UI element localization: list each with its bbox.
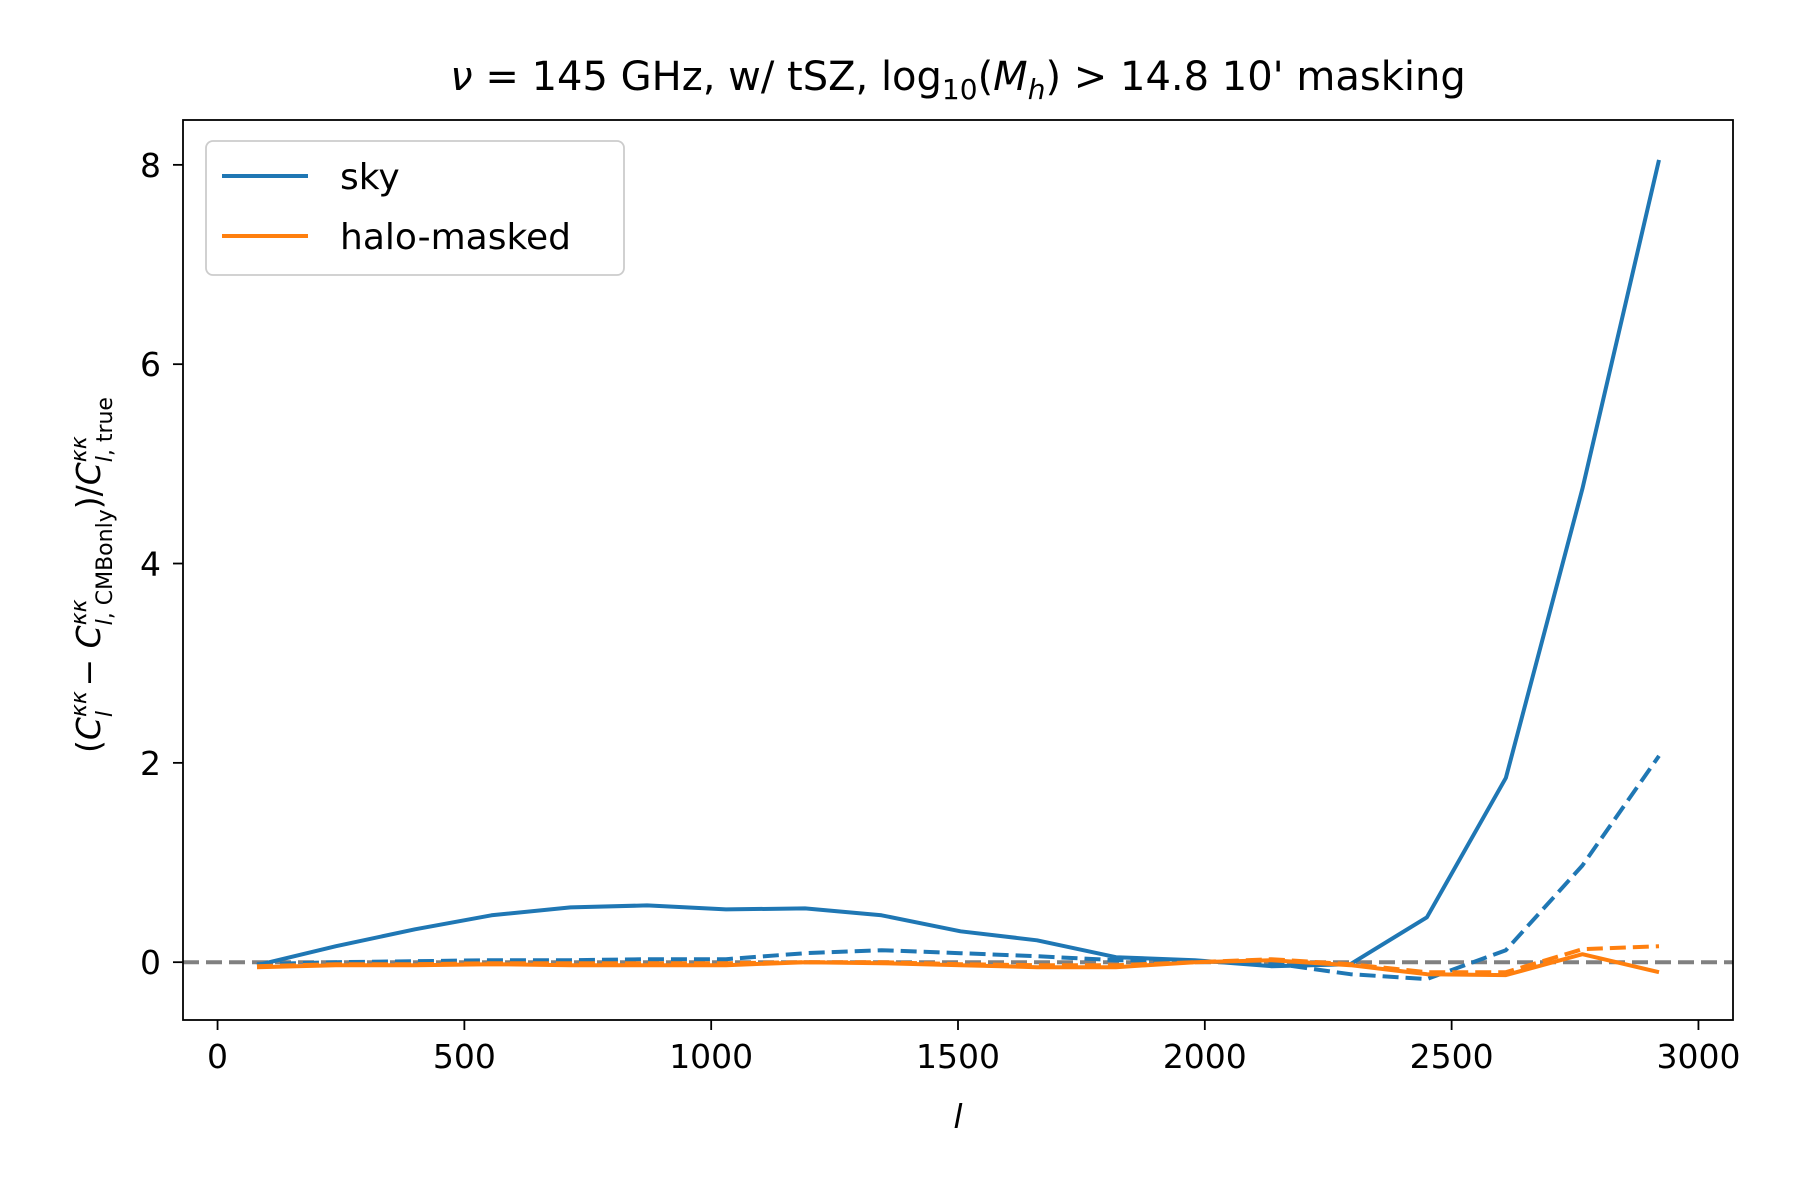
y-tick-label: 0 bbox=[140, 943, 161, 982]
x-tick-label: 0 bbox=[207, 1037, 228, 1076]
x-axis-label: l bbox=[953, 1097, 962, 1136]
y-tick-label: 6 bbox=[140, 345, 161, 384]
y-tick-label: 8 bbox=[140, 146, 161, 185]
x-tick-label: 1500 bbox=[916, 1037, 1000, 1076]
y-tick-label: 4 bbox=[140, 545, 161, 584]
legend: sky halo-masked bbox=[205, 140, 625, 276]
legend-label-sky: sky bbox=[340, 157, 400, 198]
x-tick-label: 3000 bbox=[1656, 1037, 1740, 1076]
series-line-3 bbox=[256, 944, 1660, 975]
x-tick-label: 2000 bbox=[1163, 1037, 1247, 1076]
y-tick-label: 2 bbox=[140, 744, 161, 783]
plot-area: 0 500 1000 1500 2000 2500 3000 0 2 4 6 8 bbox=[140, 119, 1740, 1076]
legend-label-halo-masked: halo-masked bbox=[340, 217, 571, 258]
x-tick-label: 2500 bbox=[1410, 1037, 1494, 1076]
y-axis-label: (Cκκl − Cκκl, CMBonly)/Cκκl, true bbox=[67, 397, 118, 753]
chart-title: ν = 145 GHz, w/ tSZ, log10(Mh) > 14.8 10… bbox=[450, 54, 1465, 106]
series-layer bbox=[256, 159, 1661, 982]
series-line-0-sky bbox=[256, 159, 1661, 969]
series-line-1 bbox=[256, 754, 1661, 982]
x-ticks: 0 500 1000 1500 2000 2500 3000 bbox=[207, 1020, 1740, 1076]
legend-box bbox=[205, 140, 625, 276]
x-tick-label: 1000 bbox=[669, 1037, 753, 1076]
x-tick-label: 500 bbox=[433, 1037, 496, 1076]
y-ticks: 0 2 4 6 8 bbox=[140, 146, 183, 982]
